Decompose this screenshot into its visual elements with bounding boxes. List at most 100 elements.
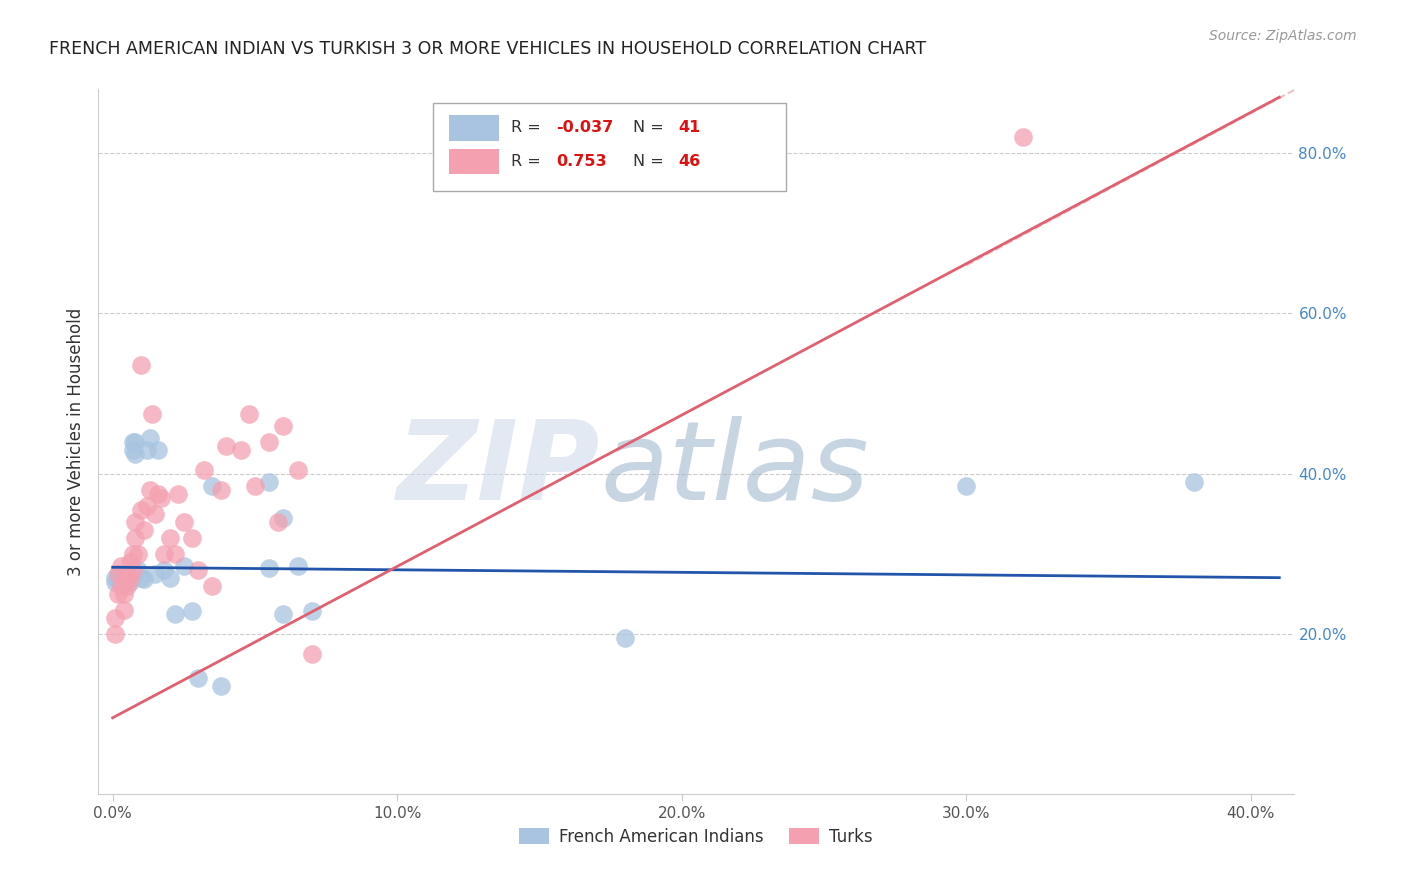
- Point: [173, 515, 195, 529]
- Point: [287, 462, 309, 476]
- Point: [148, 486, 170, 500]
- Point: [104, 571, 127, 585]
- Point: [124, 434, 146, 449]
- Point: [181, 531, 204, 545]
- Point: [124, 446, 146, 460]
- Text: 41: 41: [678, 120, 700, 136]
- Point: [209, 483, 232, 497]
- Point: [267, 515, 290, 529]
- Point: [273, 418, 295, 433]
- Point: [107, 572, 129, 586]
- Text: -0.037: -0.037: [557, 120, 613, 136]
- Point: [301, 647, 323, 661]
- Point: [121, 434, 143, 449]
- Point: [112, 568, 135, 582]
- Text: N =: N =: [633, 154, 668, 169]
- Text: FRENCH AMERICAN INDIAN VS TURKISH 3 OR MORE VEHICLES IN HOUSEHOLD CORRELATION CH: FRENCH AMERICAN INDIAN VS TURKISH 3 OR M…: [49, 40, 927, 58]
- Point: [150, 491, 173, 505]
- Point: [187, 563, 209, 577]
- Point: [115, 571, 138, 585]
- Point: [112, 587, 135, 601]
- Point: [138, 431, 160, 445]
- Point: [107, 566, 129, 581]
- Point: [273, 510, 295, 524]
- Point: [129, 359, 152, 373]
- Point: [115, 566, 138, 581]
- Point: [118, 571, 141, 585]
- Point: [153, 563, 176, 577]
- Point: [187, 671, 209, 685]
- Point: [135, 499, 157, 513]
- Point: [287, 558, 309, 573]
- Text: Source: ZipAtlas.com: Source: ZipAtlas.com: [1209, 29, 1357, 43]
- Text: atlas: atlas: [600, 417, 869, 524]
- Point: [132, 572, 155, 586]
- Point: [124, 515, 146, 529]
- Point: [201, 478, 224, 492]
- Point: [121, 563, 143, 577]
- Text: 0.753: 0.753: [557, 154, 607, 169]
- Point: [129, 502, 152, 516]
- Point: [135, 442, 157, 457]
- Point: [215, 438, 238, 452]
- Point: [112, 603, 135, 617]
- Point: [181, 604, 204, 618]
- Point: [143, 566, 166, 581]
- Legend: French American Indians, Turks: French American Indians, Turks: [513, 822, 879, 853]
- Point: [127, 563, 149, 577]
- Point: [165, 607, 187, 621]
- Point: [104, 626, 127, 640]
- Point: [115, 572, 138, 586]
- Text: R =: R =: [510, 120, 546, 136]
- Point: [143, 507, 166, 521]
- Text: N =: N =: [633, 120, 668, 136]
- Point: [273, 607, 295, 621]
- Point: [110, 574, 132, 589]
- Point: [112, 572, 135, 586]
- Point: [148, 442, 170, 457]
- Point: [159, 571, 181, 585]
- Point: [118, 555, 141, 569]
- Point: [209, 679, 232, 693]
- Point: [613, 631, 636, 645]
- Point: [257, 434, 280, 449]
- Point: [132, 523, 155, 537]
- Point: [229, 442, 252, 457]
- Point: [107, 587, 129, 601]
- Point: [201, 579, 224, 593]
- Point: [238, 407, 260, 421]
- Point: [167, 486, 190, 500]
- Text: R =: R =: [510, 154, 546, 169]
- Point: [138, 483, 160, 497]
- Point: [955, 478, 977, 492]
- Point: [110, 569, 132, 583]
- Point: [243, 478, 266, 492]
- FancyBboxPatch shape: [433, 103, 786, 192]
- Point: [118, 571, 141, 585]
- Point: [257, 475, 280, 489]
- Point: [107, 566, 129, 581]
- Point: [127, 547, 149, 561]
- Point: [193, 462, 215, 476]
- Point: [141, 407, 163, 421]
- Point: [257, 561, 280, 575]
- Point: [129, 571, 152, 585]
- Point: [110, 558, 132, 573]
- Point: [115, 579, 138, 593]
- Point: [121, 442, 143, 457]
- Point: [110, 579, 132, 593]
- Point: [124, 531, 146, 545]
- Text: 46: 46: [678, 154, 700, 169]
- Point: [104, 610, 127, 624]
- Point: [173, 558, 195, 573]
- Point: [153, 547, 176, 561]
- Point: [301, 604, 323, 618]
- FancyBboxPatch shape: [449, 149, 499, 175]
- Y-axis label: 3 or more Vehicles in Household: 3 or more Vehicles in Household: [66, 308, 84, 575]
- Point: [121, 547, 143, 561]
- Point: [118, 574, 141, 589]
- Point: [165, 547, 187, 561]
- Point: [159, 531, 181, 545]
- Point: [104, 574, 127, 589]
- Point: [115, 574, 138, 589]
